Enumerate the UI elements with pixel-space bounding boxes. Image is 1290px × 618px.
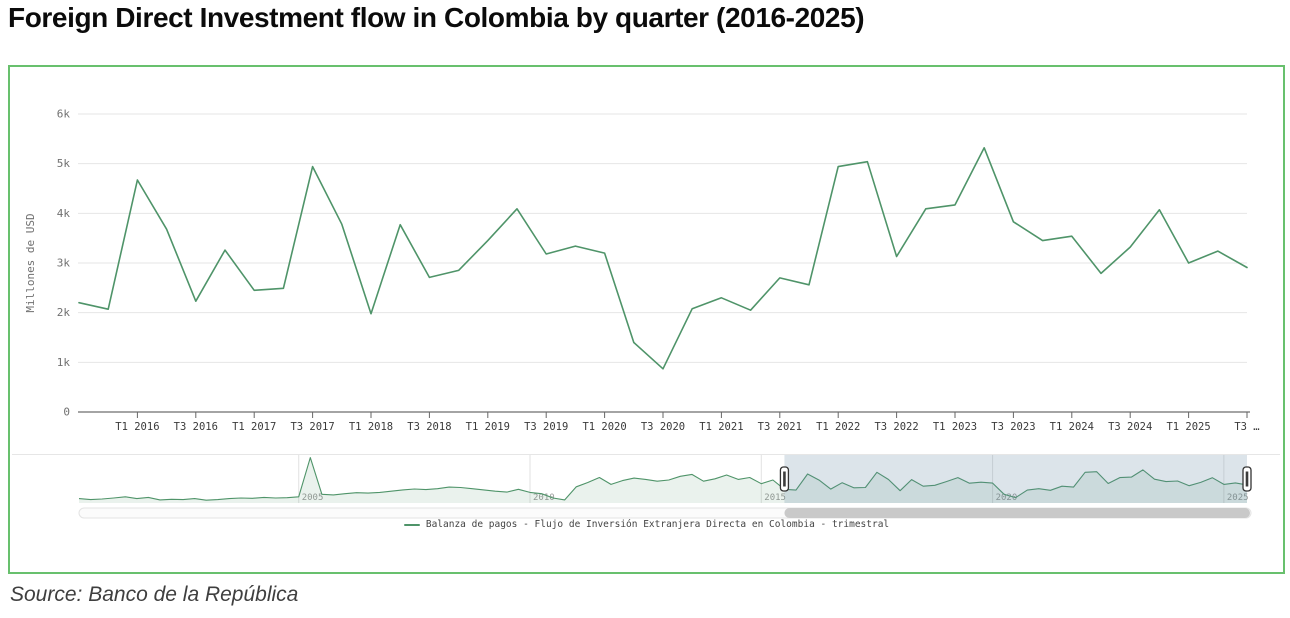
navigator-year-label: 2020 <box>996 493 1018 503</box>
x-tick-label: T3 2017 <box>290 421 334 433</box>
x-tick-label: T1 2018 <box>349 421 393 433</box>
x-tick-label: T1 2021 <box>699 421 743 433</box>
y-tick-label: 5k <box>57 157 71 170</box>
y-tick-label: 3k <box>57 256 71 269</box>
x-tick-label: T1 2016 <box>115 421 159 433</box>
navigator-year-label: 2025 <box>1227 493 1249 503</box>
legend-label: Balanza de pagos - Flujo de Inversión Ex… <box>425 519 890 530</box>
page-title: Foreign Direct Investment flow in Colomb… <box>8 2 865 33</box>
x-tick-label: T1 2023 <box>933 421 977 433</box>
navigator-line <box>78 457 1248 501</box>
navigator-handle-right-grip-icon <box>1245 471 1249 487</box>
x-tick-label: T3 2022 <box>874 421 918 433</box>
x-tick-label: T3 2023 <box>991 421 1035 433</box>
legend-item[interactable]: Balanza de pagos - Flujo de Inversión Ex… <box>10 519 1283 530</box>
scrollbar-thumb[interactable] <box>784 508 1250 518</box>
chart-card: 0 1k 2k 3k 4k 5k 6k Millones de USD T1 2016 T3 20… <box>8 65 1285 574</box>
navigator-handle-left-grip-icon <box>783 471 786 487</box>
x-tick-label: T1 2020 <box>582 421 626 433</box>
x-tick-label: T1 2017 <box>232 421 276 433</box>
navigator-selected-range[interactable] <box>784 455 1247 503</box>
x-tick-label: T3 2016 <box>174 421 218 433</box>
y-tick-label: 0 <box>63 406 70 419</box>
x-tick-label: T1 2024 <box>1050 421 1094 433</box>
navigator-year-label: 2015 <box>764 493 786 503</box>
source-note: Source: Banco de la República <box>10 583 299 606</box>
chart-canvas: 0 1k 2k 3k 4k 5k 6k Millones de USD T1 2016 T3 20… <box>12 107 1280 519</box>
y-tick-label: 6k <box>57 107 71 120</box>
x-tick-label: T3 2020 <box>641 421 685 433</box>
x-tick-label: T3 2024 <box>1108 421 1152 433</box>
y-tick-label: 4k <box>57 207 71 220</box>
series-line <box>78 147 1248 370</box>
navigator-year-label: 2010 <box>533 493 555 503</box>
y-axis-title: Millones de USD <box>24 213 37 312</box>
x-tick-label: T3 2021 <box>758 421 802 433</box>
navigator-year-label: 2005 <box>302 493 324 503</box>
x-tick-label: T1 2022 <box>816 421 860 433</box>
x-tick-label: T1 2025 <box>1166 421 1210 433</box>
x-tick-label: T3 … <box>1234 421 1259 433</box>
y-tick-label: 2k <box>57 306 71 319</box>
navigator-area-fill <box>79 457 1247 503</box>
y-tick-label: 1k <box>57 356 71 369</box>
legend-line-swatch <box>403 523 420 526</box>
x-tick-label: T3 2019 <box>524 421 568 433</box>
x-tick-label: T3 2018 <box>407 421 451 433</box>
x-tick-label: T1 2019 <box>466 421 510 433</box>
